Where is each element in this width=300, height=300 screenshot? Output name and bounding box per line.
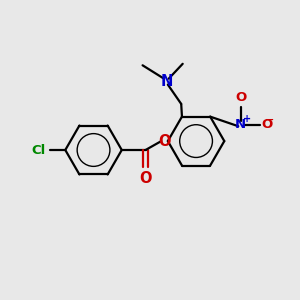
Text: O: O (235, 91, 246, 104)
Text: O: O (262, 118, 273, 131)
Text: N: N (235, 118, 246, 131)
Text: −: − (265, 115, 274, 125)
Text: N: N (160, 74, 172, 89)
Text: O: O (159, 134, 171, 148)
Text: Cl: Cl (32, 143, 46, 157)
Text: +: + (243, 114, 251, 124)
Text: O: O (139, 171, 152, 186)
